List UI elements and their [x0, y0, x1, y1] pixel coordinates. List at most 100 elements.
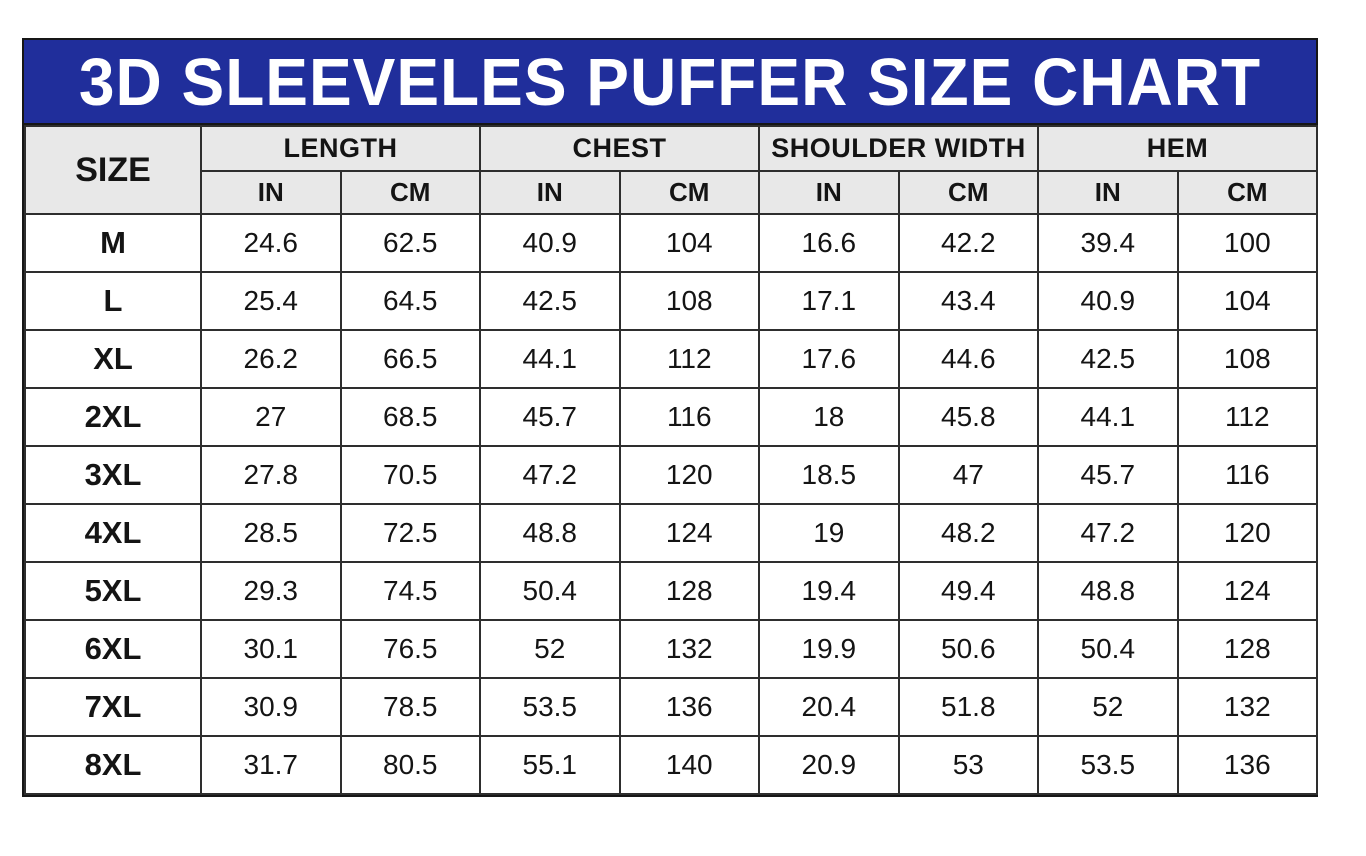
measurement-cell: 42.5 [479, 271, 621, 331]
unit-header-chest-cm: CM [618, 170, 761, 215]
measurement-cell: 112 [1176, 387, 1319, 447]
unit-header-row: IN CM IN CM IN CM IN CM [25, 170, 1319, 215]
size-chart: 3D SLEEVELES PUFFER SIZE CHART SIZE LENG… [22, 38, 1319, 797]
measurement-cell: 30.9 [200, 677, 342, 737]
column-group-hem: HEM [1037, 125, 1319, 172]
measurement-cell: 53.5 [1037, 735, 1179, 795]
measurement-cell: 42.2 [897, 213, 1040, 273]
size-label: 6XL [24, 619, 202, 679]
measurement-cell: 116 [618, 387, 761, 447]
chart-title: 3D SLEEVELES PUFFER SIZE CHART [78, 44, 1262, 119]
measurement-cell: 104 [618, 213, 761, 273]
table-row: 2XL 27 68.5 45.7 116 18 45.8 44.1 112 [24, 387, 1319, 447]
column-group-length: LENGTH [200, 125, 481, 172]
size-chart-table: SIZE LENGTH CHEST SHOULDER WIDTH HEM IN … [24, 125, 1319, 795]
column-group-chest: CHEST [478, 125, 761, 172]
measurement-cell: 39.4 [1037, 213, 1179, 273]
unit-header-length-in: IN [200, 170, 342, 215]
measurement-cell: 55.1 [479, 735, 621, 795]
measurement-cell: 47 [897, 445, 1040, 505]
measurement-cell: 20.9 [758, 735, 900, 795]
measurement-cell: 64.5 [339, 271, 481, 331]
measurement-cell: 128 [1176, 619, 1319, 679]
measurement-cell: 26.2 [200, 329, 342, 389]
measurement-cell: 20.4 [758, 677, 900, 737]
table-row: XL 26.2 66.5 44.1 112 17.6 44.6 42.5 108 [24, 329, 1319, 389]
measurement-cell: 124 [618, 503, 761, 563]
measurement-cell: 108 [618, 271, 761, 331]
size-label: L [24, 271, 202, 331]
measurement-cell: 48.8 [479, 503, 621, 563]
measurement-cell: 53.5 [479, 677, 621, 737]
measurement-cell: 40.9 [479, 213, 621, 273]
unit-header-length-cm: CM [339, 170, 481, 215]
unit-header-shoulder-cm: CM [897, 170, 1040, 215]
measurement-cell: 48.8 [1037, 561, 1179, 621]
measurement-cell: 72.5 [339, 503, 481, 563]
size-label: 7XL [24, 677, 202, 737]
measurement-cell: 50.6 [897, 619, 1040, 679]
measurement-cell: 112 [618, 329, 761, 389]
unit-header-shoulder-in: IN [758, 170, 900, 215]
measurement-cell: 50.4 [1037, 619, 1179, 679]
measurement-cell: 128 [618, 561, 761, 621]
size-label: M [24, 213, 202, 273]
measurement-cell: 78.5 [339, 677, 481, 737]
measurement-cell: 136 [618, 677, 761, 737]
table-header: SIZE LENGTH CHEST SHOULDER WIDTH HEM IN … [24, 125, 1319, 215]
measurement-cell: 47.2 [479, 445, 621, 505]
title-banner: 3D SLEEVELES PUFFER SIZE CHART [24, 40, 1316, 125]
measurement-cell: 53 [897, 735, 1040, 795]
measurement-cell: 31.7 [200, 735, 342, 795]
size-label: 4XL [24, 503, 202, 563]
table-row: L 25.4 64.5 42.5 108 17.1 43.4 40.9 104 [24, 271, 1319, 331]
table-row: 6XL 30.1 76.5 52 132 19.9 50.6 50.4 128 [24, 619, 1319, 679]
measurement-cell: 16.6 [758, 213, 900, 273]
measurement-cell: 43.4 [897, 271, 1040, 331]
measurement-cell: 28.5 [200, 503, 342, 563]
measurement-cell: 48.2 [897, 503, 1040, 563]
measurement-cell: 27 [200, 387, 342, 447]
unit-header-hem-in: IN [1037, 170, 1179, 215]
table-row: 5XL 29.3 74.5 50.4 128 19.4 49.4 48.8 124 [24, 561, 1319, 621]
measurement-cell: 66.5 [339, 329, 481, 389]
measurement-cell: 18 [758, 387, 900, 447]
measurement-cell: 51.8 [897, 677, 1040, 737]
measurement-cell: 17.6 [758, 329, 900, 389]
group-header-row: SIZE LENGTH CHEST SHOULDER WIDTH HEM [24, 125, 1319, 215]
measurement-cell: 124 [1176, 561, 1319, 621]
table-row: 8XL 31.7 80.5 55.1 140 20.9 53 53.5 136 [24, 735, 1319, 795]
measurement-cell: 120 [1176, 503, 1319, 563]
size-label: 8XL [24, 735, 202, 795]
measurement-cell: 42.5 [1037, 329, 1179, 389]
measurement-cell: 24.6 [200, 213, 342, 273]
measurement-cell: 40.9 [1037, 271, 1179, 331]
measurement-cell: 140 [618, 735, 761, 795]
measurement-cell: 44.6 [897, 329, 1040, 389]
measurement-cell: 29.3 [200, 561, 342, 621]
measurement-cell: 30.1 [200, 619, 342, 679]
measurement-cell: 17.1 [758, 271, 900, 331]
measurement-cell: 104 [1176, 271, 1319, 331]
size-table-body: M 24.6 62.5 40.9 104 16.6 42.2 39.4 100 L 25.4 64.5… [24, 213, 1319, 795]
measurement-cell: 132 [1176, 677, 1319, 737]
measurement-cell: 52 [1037, 677, 1179, 737]
table-row: M 24.6 62.5 40.9 104 16.6 42.2 39.4 100 [24, 213, 1319, 273]
measurement-cell: 116 [1176, 445, 1319, 505]
measurement-cell: 44.1 [1037, 387, 1179, 447]
column-header-size: SIZE [24, 125, 202, 215]
measurement-cell: 80.5 [339, 735, 481, 795]
measurement-cell: 44.1 [479, 329, 621, 389]
measurement-cell: 132 [618, 619, 761, 679]
measurement-cell: 136 [1176, 735, 1319, 795]
unit-header-hem-cm: CM [1176, 170, 1319, 215]
unit-header-chest-in: IN [479, 170, 621, 215]
measurement-cell: 18.5 [758, 445, 900, 505]
size-label: 2XL [24, 387, 202, 447]
table-row: 4XL 28.5 72.5 48.8 124 19 48.2 47.2 120 [24, 503, 1319, 563]
measurement-cell: 68.5 [339, 387, 481, 447]
measurement-cell: 27.8 [200, 445, 342, 505]
measurement-cell: 52 [479, 619, 621, 679]
measurement-cell: 19.4 [758, 561, 900, 621]
measurement-cell: 50.4 [479, 561, 621, 621]
